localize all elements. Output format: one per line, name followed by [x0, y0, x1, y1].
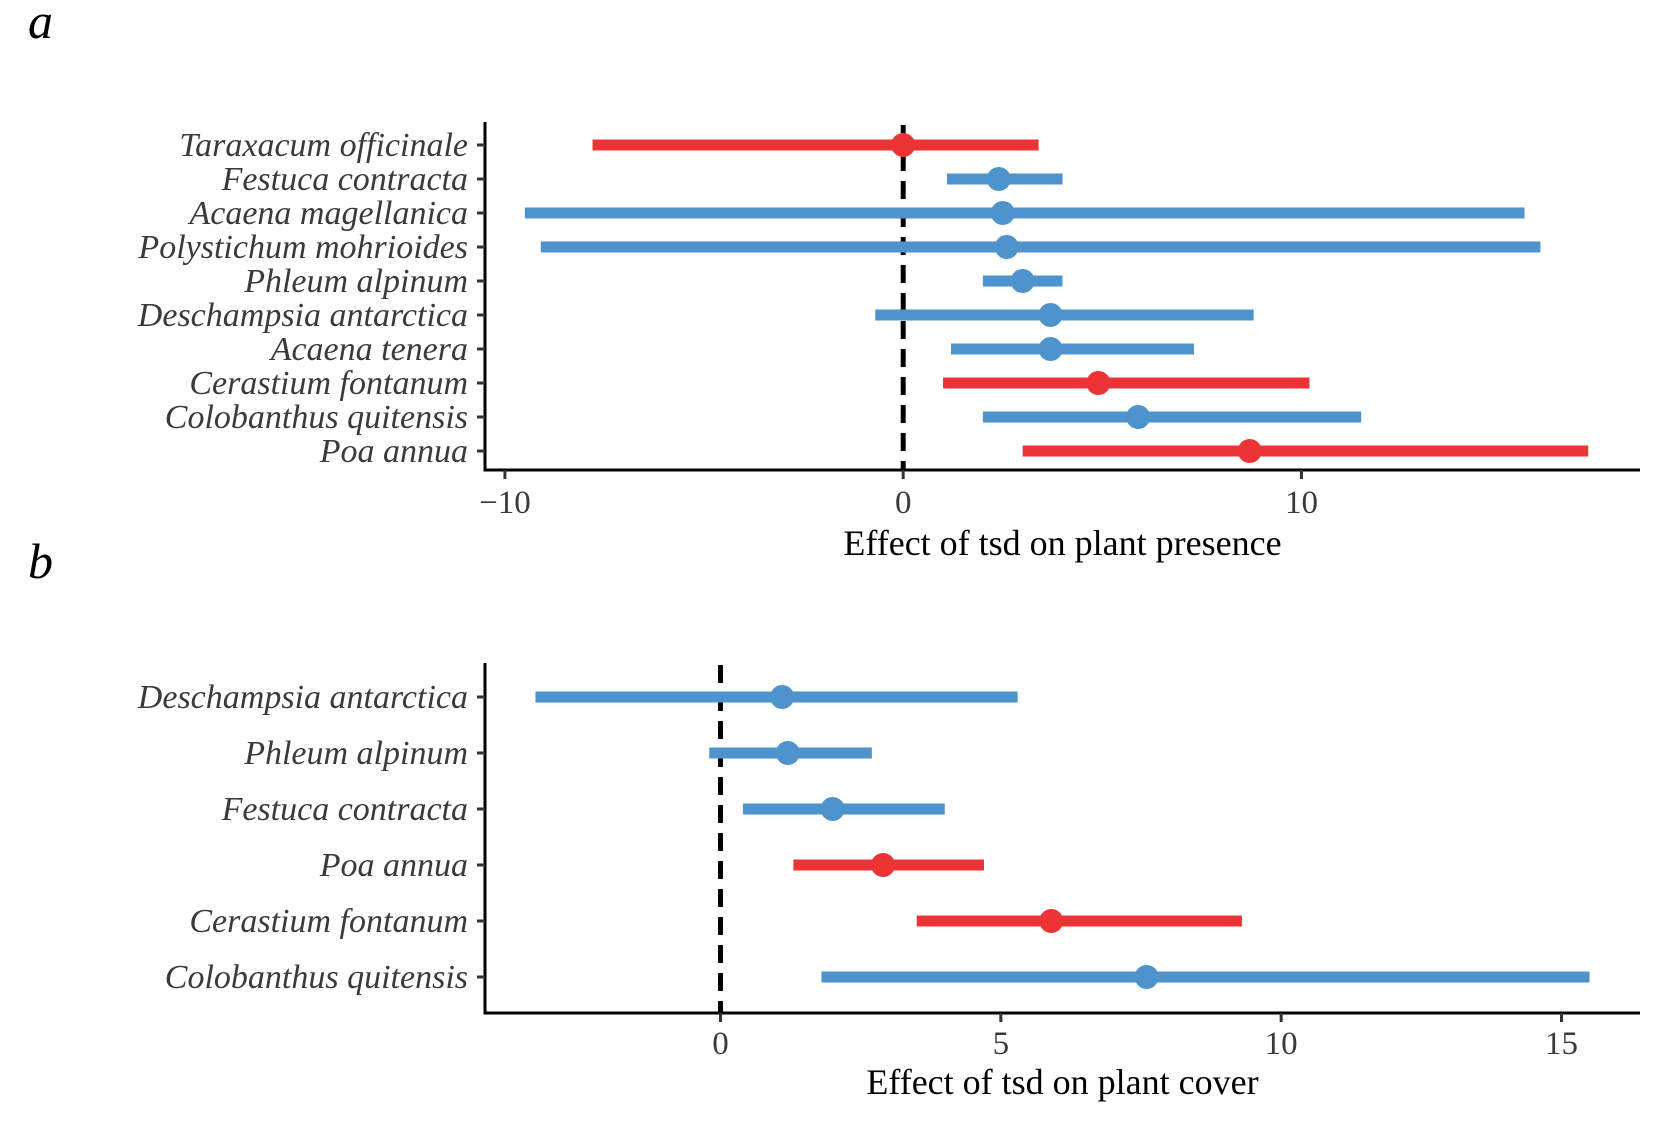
- row-taraxacum-officinale: Taraxacum officinale: [179, 127, 1039, 164]
- x-tick-label: −10: [479, 485, 531, 521]
- species-label: Poa annua: [319, 847, 468, 884]
- species-label: Festuca contracta: [221, 161, 468, 198]
- point-estimate: [994, 235, 1019, 259]
- row-festuca-contracta: Festuca contracta: [221, 161, 1063, 198]
- x-tick-label: 0: [712, 1026, 729, 1062]
- point-estimate: [1086, 371, 1111, 395]
- row-phleum-alpinum: Phleum alpinum: [243, 263, 1063, 300]
- point-estimate: [1134, 965, 1159, 989]
- row-poa-annua: Poa annua: [319, 433, 1589, 470]
- point-estimate: [770, 685, 795, 709]
- point-estimate: [1010, 269, 1035, 293]
- x-axis-title: Effect of tsd on plant presence: [843, 523, 1281, 563]
- x-tick-label: 10: [1285, 485, 1318, 521]
- species-label: Festuca contracta: [221, 791, 468, 828]
- panel-label: a: [28, 0, 53, 49]
- species-label: Colobanthus quitensis: [165, 959, 468, 996]
- species-label: Cerastium fontanum: [189, 903, 468, 940]
- row-polystichum-mohrioides: Polystichum mohrioides: [137, 229, 1541, 266]
- row-festuca-contracta: Festuca contracta: [221, 791, 945, 828]
- point-estimate: [986, 167, 1011, 191]
- row-cerastium-fontanum: Cerastium fontanum: [189, 365, 1310, 402]
- species-label: Taraxacum officinale: [179, 127, 468, 164]
- species-label: Acaena tenera: [269, 331, 468, 368]
- x-tick-label: 0: [895, 485, 912, 521]
- species-label: Acaena magellanica: [187, 195, 468, 232]
- row-colobanthus-quitensis: Colobanthus quitensis: [165, 959, 1590, 996]
- point-estimate: [1126, 405, 1151, 429]
- row-deschampsia-antarctica: Deschampsia antarctica: [137, 297, 1254, 334]
- species-label: Phleum alpinum: [243, 735, 468, 772]
- point-estimate: [871, 853, 896, 877]
- panel-label: b: [28, 533, 53, 589]
- point-estimate: [990, 201, 1015, 225]
- row-deschampsia-antarctica: Deschampsia antarctica: [137, 679, 1018, 716]
- species-label: Polystichum mohrioides: [137, 229, 468, 266]
- row-phleum-alpinum: Phleum alpinum: [243, 735, 872, 772]
- row-cerastium-fontanum: Cerastium fontanum: [189, 903, 1242, 940]
- point-estimate: [891, 133, 916, 157]
- point-estimate: [1038, 337, 1063, 361]
- point-estimate: [1039, 909, 1064, 933]
- point-estimate: [1038, 303, 1063, 327]
- species-label: Deschampsia antarctica: [137, 297, 468, 334]
- row-colobanthus-quitensis: Colobanthus quitensis: [165, 399, 1362, 436]
- x-tick-label: 10: [1265, 1026, 1298, 1062]
- row-acaena-tenera: Acaena tenera: [269, 331, 1194, 368]
- point-estimate: [1237, 439, 1262, 463]
- species-label: Poa annua: [319, 433, 468, 470]
- species-label: Colobanthus quitensis: [165, 399, 468, 436]
- row-acaena-magellanica: Acaena magellanica: [187, 195, 1525, 232]
- species-label: Phleum alpinum: [243, 263, 468, 300]
- row-poa-annua: Poa annua: [319, 847, 985, 884]
- point-estimate: [775, 741, 800, 765]
- x-tick-label: 15: [1545, 1026, 1578, 1062]
- x-axis-title: Effect of tsd on plant cover: [866, 1062, 1258, 1102]
- panel-b: b Deschampsia antarctica Phleum alpinum Fes…: [28, 533, 1640, 1102]
- x-tick-label: 5: [993, 1026, 1010, 1062]
- species-label: Cerastium fontanum: [189, 365, 468, 402]
- species-label: Deschampsia antarctica: [137, 679, 468, 716]
- point-estimate: [820, 797, 845, 821]
